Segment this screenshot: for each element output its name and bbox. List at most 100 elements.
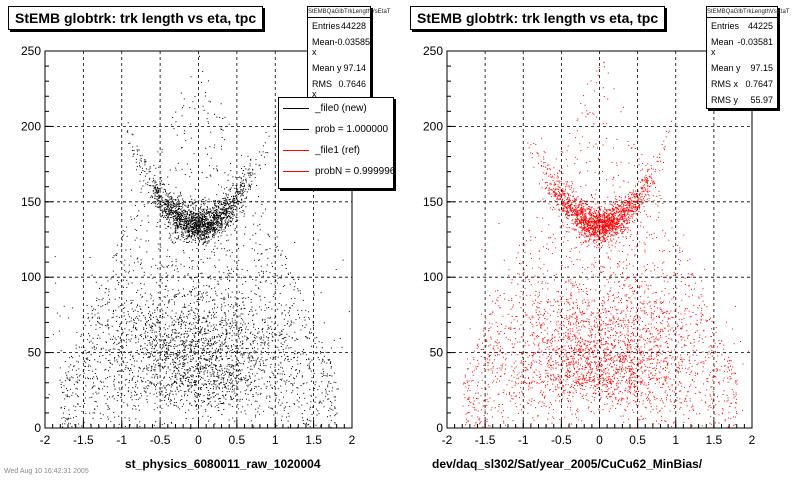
data-point — [227, 295, 229, 297]
data-point — [181, 231, 183, 233]
data-point — [187, 222, 189, 224]
data-point — [202, 216, 204, 218]
data-point — [238, 408, 240, 410]
data-point — [60, 406, 62, 408]
data-point — [184, 395, 185, 397]
data-point — [225, 355, 227, 357]
data-point — [176, 217, 178, 219]
data-point — [205, 410, 207, 412]
data-point — [116, 330, 118, 331]
data-point — [138, 353, 140, 355]
data-point — [147, 202, 149, 204]
data-point — [210, 231, 211, 233]
data-point — [242, 209, 244, 211]
data-point — [143, 328, 145, 330]
data-point — [233, 198, 235, 200]
data-point — [223, 402, 224, 404]
data-point — [241, 189, 243, 191]
data-point — [202, 224, 204, 226]
data-point — [90, 354, 92, 356]
data-point — [290, 272, 291, 274]
data-point — [191, 198, 193, 200]
data-point — [213, 392, 215, 394]
data-point — [217, 349, 219, 350]
data-point — [221, 303, 223, 305]
data-point — [237, 348, 239, 350]
data-point — [96, 427, 98, 429]
data-point — [231, 339, 233, 341]
data-point — [211, 299, 213, 301]
data-point — [216, 222, 218, 224]
data-point — [140, 345, 142, 347]
data-point — [244, 308, 246, 310]
data-point — [216, 217, 218, 219]
data-point — [235, 355, 237, 357]
data-point — [148, 185, 150, 186]
data-point — [137, 289, 139, 291]
data-point — [220, 227, 222, 229]
data-point — [97, 305, 99, 307]
data-point — [268, 135, 270, 137]
data-point — [242, 192, 244, 194]
data-point — [164, 344, 166, 346]
data-point — [141, 155, 143, 157]
data-point — [258, 259, 260, 261]
data-point — [177, 218, 179, 220]
data-point — [178, 203, 180, 205]
data-point — [251, 200, 253, 202]
data-point — [182, 211, 184, 213]
data-point — [107, 360, 109, 361]
data-point — [303, 392, 305, 394]
data-point — [171, 324, 173, 326]
data-point — [106, 325, 108, 327]
data-point — [190, 123, 191, 125]
data-point — [330, 361, 332, 363]
data-point — [194, 382, 196, 384]
data-point — [219, 211, 221, 213]
data-point — [201, 219, 203, 221]
data-point — [327, 416, 328, 418]
data-point — [190, 235, 192, 237]
data-point — [73, 405, 75, 407]
data-point — [309, 338, 310, 340]
data-point — [208, 198, 210, 200]
data-point — [175, 230, 177, 231]
data-point — [221, 204, 223, 205]
data-point — [177, 221, 179, 223]
data-point — [313, 325, 315, 327]
data-point — [145, 323, 147, 325]
data-point — [85, 385, 87, 387]
data-point — [139, 335, 141, 336]
data-point — [168, 214, 170, 216]
data-point — [151, 351, 153, 353]
data-point — [181, 235, 183, 237]
data-point — [267, 339, 269, 341]
data-point — [166, 202, 168, 204]
data-point — [176, 387, 178, 389]
data-point — [189, 211, 191, 213]
data-point — [220, 378, 222, 380]
data-point — [120, 280, 122, 282]
data-point — [206, 342, 208, 344]
data-point — [183, 359, 185, 361]
data-point — [114, 360, 116, 362]
data-point — [241, 199, 243, 201]
data-point — [109, 348, 111, 350]
data-point — [146, 367, 148, 369]
data-point — [66, 396, 68, 398]
data-point — [102, 355, 104, 356]
data-point — [150, 274, 152, 276]
data-point — [200, 209, 202, 211]
data-point — [241, 205, 243, 207]
data-point — [269, 376, 271, 378]
data-point — [170, 201, 172, 203]
data-point — [213, 337, 215, 339]
data-point — [193, 389, 195, 391]
data-point — [154, 197, 156, 199]
data-point — [241, 180, 243, 182]
data-point — [217, 201, 219, 203]
data-point — [189, 210, 191, 212]
data-point — [204, 358, 206, 360]
data-point — [165, 389, 167, 391]
data-point — [107, 280, 109, 282]
